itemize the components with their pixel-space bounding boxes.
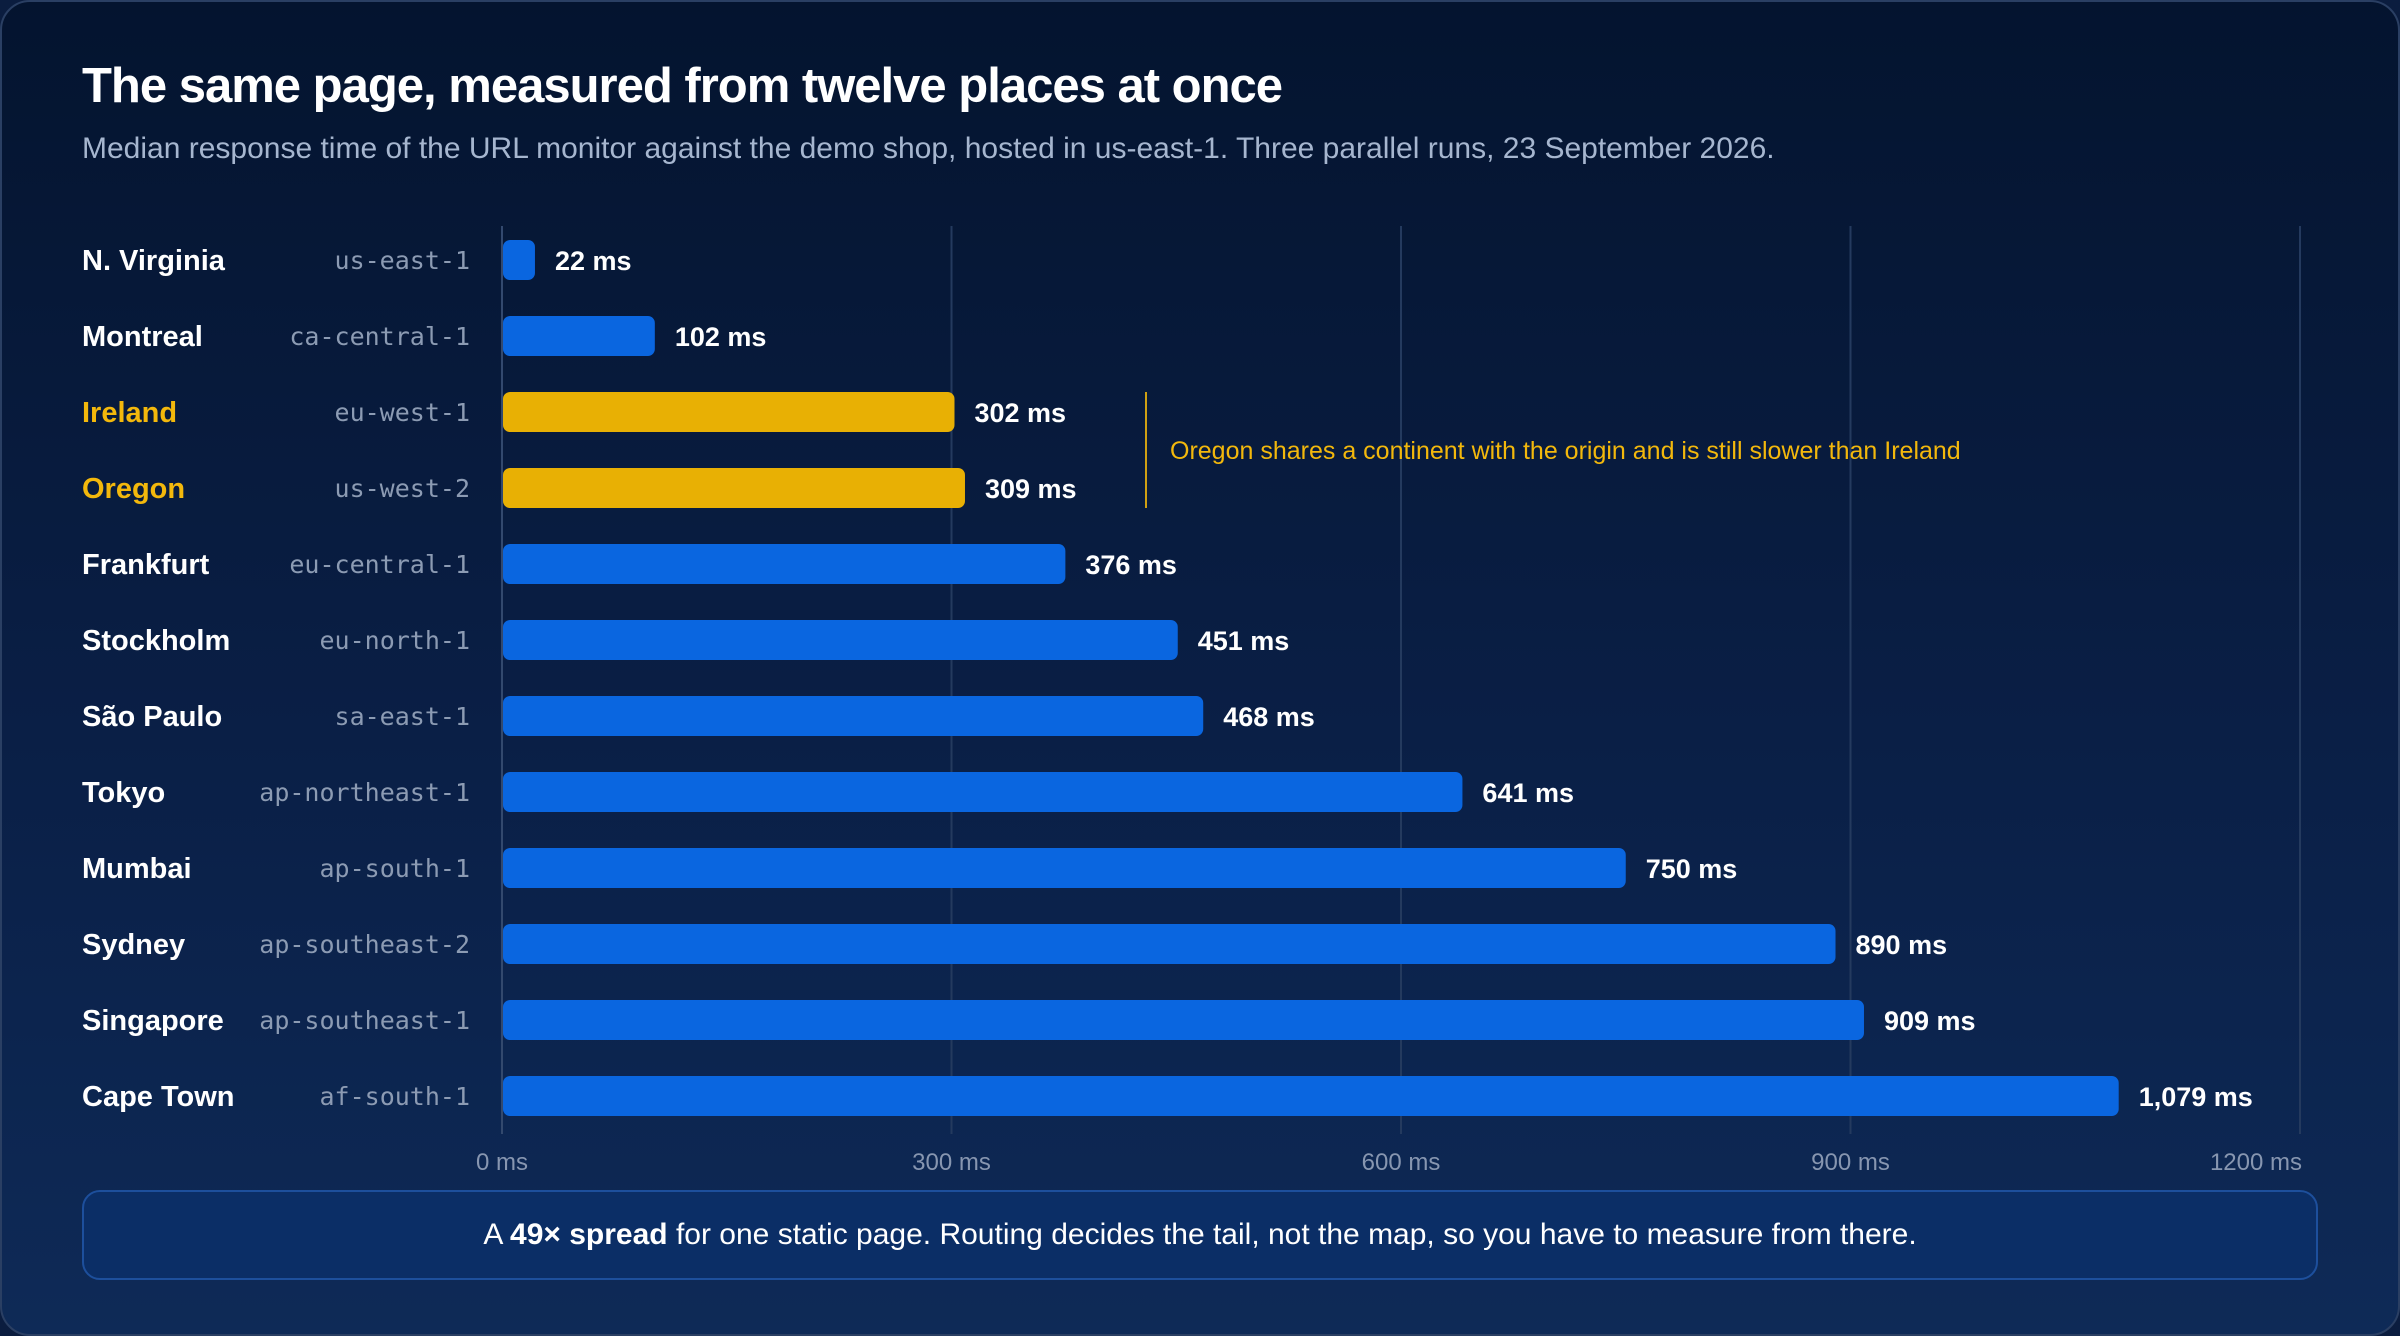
bar <box>503 620 1178 660</box>
region-code-label: ap-south-1 <box>319 854 470 883</box>
data-label: 102 ms <box>675 322 767 352</box>
x-axis-ticks: 0 ms 300 ms 600 ms 900 ms 1200 ms <box>476 1149 2302 1176</box>
data-label: 376 ms <box>1085 550 1177 580</box>
data-label: 890 ms <box>1856 930 1948 960</box>
region-code-label: sa-east-1 <box>335 702 470 731</box>
insight-callout: A 49× spread for one static page. Routin… <box>82 1190 2318 1280</box>
data-label: 909 ms <box>1884 1006 1976 1036</box>
row-labels: 22 ms N. Virginia us-east-1 102 ms Montreal c… <box>82 245 2253 1113</box>
region-code-label: eu-north-1 <box>319 626 470 655</box>
annotation-group: Oregon shares a continent with the origi… <box>1145 392 1961 508</box>
x-tick-label: 0 ms <box>476 1149 528 1176</box>
gridlines <box>501 226 2301 1134</box>
bar <box>503 392 955 432</box>
data-label: 1,079 ms <box>2139 1082 2253 1112</box>
region-code-label: ca-central-1 <box>289 322 470 351</box>
region-code-label: ap-southeast-1 <box>259 1006 470 1035</box>
category-label: Frankfurt <box>82 549 210 581</box>
data-label: 641 ms <box>1482 778 1574 808</box>
region-code-label: ap-southeast-2 <box>259 930 470 959</box>
category-label: Stockholm <box>82 625 230 657</box>
category-label: São Paulo <box>82 701 222 733</box>
region-code-label: us-west-2 <box>335 474 470 503</box>
bar-chart: 22 ms N. Virginia us-east-1 102 ms Montreal c… <box>82 226 2302 1176</box>
category-label: N. Virginia <box>82 245 226 277</box>
category-label: Oregon <box>82 473 185 505</box>
callout-emphasis: 49× spread <box>510 1218 668 1251</box>
category-label: Ireland <box>82 397 177 429</box>
bar <box>503 1076 2119 1116</box>
x-tick-label: 300 ms <box>912 1149 991 1176</box>
x-tick-label: 1200 ms <box>2210 1149 2302 1176</box>
bar <box>503 316 655 356</box>
category-label: Tokyo <box>82 777 165 809</box>
callout-prefix: A <box>483 1218 511 1251</box>
bar <box>503 468 965 508</box>
category-label: Singapore <box>82 1005 224 1037</box>
data-label: 309 ms <box>985 474 1077 504</box>
chart-subtitle: Median response time of the URL monitor … <box>82 132 1775 165</box>
category-label: Cape Town <box>82 1081 235 1113</box>
annotation-text: Oregon shares a continent with the origi… <box>1170 437 1961 465</box>
callout-suffix: for one static page. Routing decides the… <box>667 1218 1917 1251</box>
x-tick-label: 600 ms <box>1362 1149 1441 1176</box>
bar <box>503 924 1836 964</box>
data-label: 468 ms <box>1223 702 1315 732</box>
category-label: Mumbai <box>82 853 192 885</box>
bar <box>503 848 1626 888</box>
bars <box>503 240 2119 1116</box>
bar <box>503 1000 1864 1040</box>
category-label: Sydney <box>82 929 185 961</box>
bar <box>503 696 1204 736</box>
data-label: 22 ms <box>555 246 632 276</box>
data-label: 302 ms <box>974 398 1066 428</box>
data-label: 451 ms <box>1198 626 1290 656</box>
bar <box>503 544 1066 584</box>
bar <box>503 772 1463 812</box>
region-code-label: eu-central-1 <box>289 550 470 579</box>
data-label: 750 ms <box>1646 854 1738 884</box>
region-code-label: ap-northeast-1 <box>259 778 470 807</box>
category-label: Montreal <box>82 321 203 353</box>
region-code-label: af-south-1 <box>319 1082 470 1111</box>
region-code-label: us-east-1 <box>335 246 470 275</box>
bar <box>503 240 535 280</box>
region-code-label: eu-west-1 <box>335 398 470 427</box>
chart-title: The same page, measured from twelve plac… <box>82 59 1283 113</box>
x-tick-label: 900 ms <box>1811 1149 1890 1176</box>
